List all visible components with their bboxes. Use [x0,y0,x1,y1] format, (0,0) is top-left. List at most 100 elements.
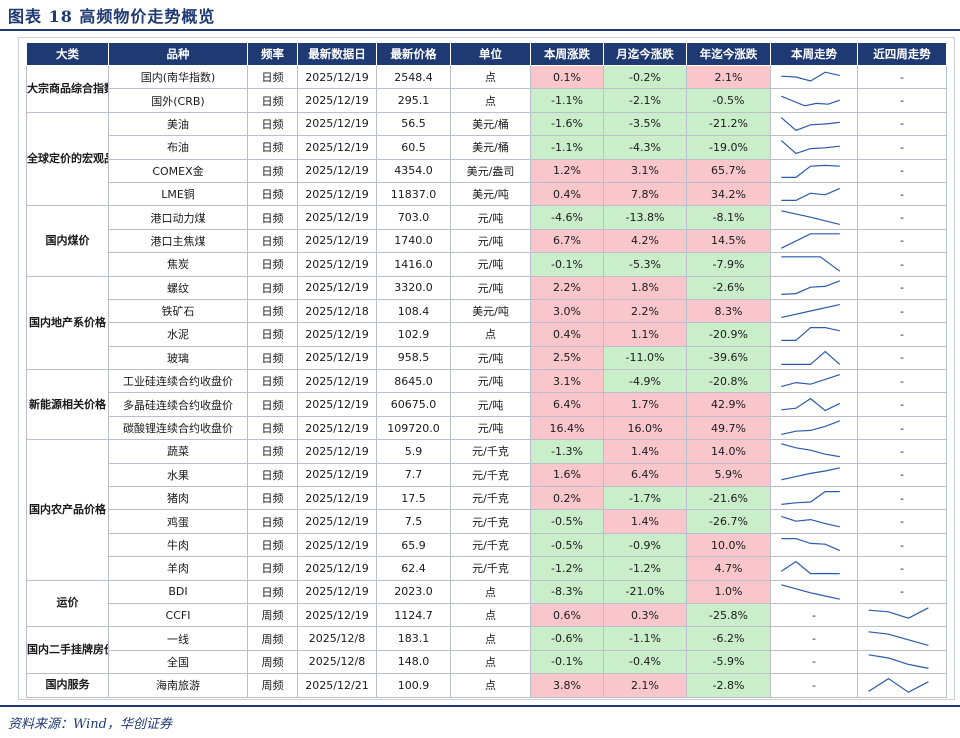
unit-cell: 元/千克 [450,439,531,464]
item-cell: 海南旅游 [108,673,248,698]
date-cell: 2025/12/19 [297,135,377,160]
table-row: 玻璃 日频 2025/12/19 958.5 元/吨 2.5% -11.0% -39.6% - [27,345,947,371]
header-cell: 本周涨跌 [530,42,604,66]
item-cell: 蔬菜 [108,439,248,464]
date-cell: 2025/12/8 [297,626,377,651]
item-cell: 国内(南华指数) [108,64,248,90]
source-note: 资料来源：Wind，华创证券 [8,717,172,732]
sparkline [771,230,857,252]
table-row: 港口主焦煤 日频 2025/12/19 1740.0 元/吨 6.7% 4.2% 14.5% - [27,228,947,254]
mtd-change-cell: 1.4% [603,439,687,464]
footer-rule [0,705,960,707]
weekly-change-cell: -0.1% [530,252,604,277]
four-week-trend-cell [857,602,947,628]
header-cell: 年迄今涨跌 [686,42,771,66]
weekly-change-cell: -1.1% [530,88,604,113]
sparkline-path [781,585,839,599]
ytd-change-cell: -20.9% [686,322,771,347]
sparkline-path [781,141,839,154]
four-week-trend-cell: - [857,556,947,581]
four-week-trend-cell: - [857,345,947,371]
mtd-change-cell: 1.1% [603,322,687,347]
sparkline [771,300,857,322]
ytd-change-cell: 14.0% [686,439,771,464]
mtd-change-cell: -2.1% [603,88,687,113]
frequency-cell: 日频 [247,415,298,441]
sparkline [771,464,857,486]
unit-cell: 元/吨 [450,205,531,230]
unit-cell: 元/吨 [450,415,531,441]
sparkline-path [781,118,839,131]
date-cell: 2025/12/19 [297,158,377,183]
weekly-change-cell: -0.5% [530,509,604,534]
four-week-trend-cell: - [857,532,947,558]
weekly-trend-cell [770,181,858,207]
ytd-change-cell: 65.7% [686,158,771,183]
table-row: 国内二手挂牌房价 一线 周频 2025/12/8 183.1 点 -0.6% -1.1% -6.… [26,626,947,675]
ytd-change-cell: 5.9% [686,462,771,488]
mtd-change-cell: -0.9% [603,532,687,558]
date-cell: 2025/12/19 [297,556,377,581]
mtd-change-cell: 6.4% [603,462,687,488]
ytd-change-cell: -39.6% [686,345,771,371]
frequency-cell: 日频 [247,181,298,207]
mtd-change-cell: 16.0% [603,415,687,441]
mtd-change-cell: 7.8% [603,181,687,207]
weekly-change-cell: -1.6% [530,111,604,137]
unit-cell: 点 [450,626,531,651]
ytd-change-cell: -25.8% [686,602,771,628]
item-cell: COMEX金 [108,158,248,183]
item-cell: 水果 [108,462,248,488]
price-cell: 7.7 [376,462,451,488]
frequency-cell: 日频 [247,509,298,534]
figure-title: 图表 18 高频物价走势概览 [8,7,216,26]
weekly-change-cell: 0.2% [530,486,604,511]
four-week-trend-cell: - [857,392,947,417]
item-cell: 工业硅连续合约收盘价 [108,369,248,394]
sparkline [771,417,857,439]
ytd-change-cell: 34.2% [686,181,771,207]
price-cell: 7.5 [376,509,451,534]
date-cell: 2025/12/19 [297,322,377,347]
category-cell: 大宗商品综合指数 [26,65,109,113]
four-week-trend-cell: - [857,181,947,207]
price-cell: 11837.0 [376,181,451,207]
weekly-trend-cell [770,439,858,464]
header-cell: 单位 [450,42,531,66]
item-cell: 猪肉 [108,486,248,511]
table-row: 新能源相关价格 工业硅连续合约收盘价 日频 2025/12/19 8645.0 元/吨 3.… [26,369,947,441]
sparkline-path [869,608,929,618]
price-cell: 108.4 [376,298,451,324]
table-row: 多晶硅连续合约收盘价 日频 2025/12/19 60675.0 元/吨 6.4% 1.7%… [27,392,947,417]
weekly-change-cell: 3.8% [530,673,604,698]
unit-cell: 点 [450,602,531,628]
weekly-trend-cell [770,579,858,604]
table-row: 国外(CRB) 日频 2025/12/19 295.1 点 -1.1% -2.1% -0.5%… [27,88,947,113]
mtd-change-cell: -0.2% [603,64,687,90]
item-cell: 美油 [108,111,248,137]
four-week-trend-cell: - [857,579,947,604]
header-cell: 月迄今涨跌 [603,42,687,66]
date-cell: 2025/12/19 [297,486,377,511]
weekly-trend-cell: - [770,673,858,698]
price-cell: 8645.0 [376,369,451,394]
title-rule [0,29,960,31]
sparkline-path [869,655,929,669]
weekly-trend-cell [770,298,858,324]
weekly-change-cell: -1.1% [530,135,604,160]
sparkline [771,90,857,112]
weekly-change-cell: 0.4% [530,322,604,347]
table-body: 大宗商品综合指数 国内(南华指数) 日频 2025/12/19 2548.4 点 0.1% -… [26,64,947,698]
sparkline [771,370,857,392]
sparkline [771,207,857,229]
price-cell: 17.5 [376,486,451,511]
sparkline-path [781,562,839,574]
four-week-trend-cell: - [857,486,947,511]
price-cell: 295.1 [376,88,451,113]
sparkline-path [781,421,839,435]
item-cell: 港口动力煤 [108,205,248,230]
category-cell: 国内煤价 [26,205,109,277]
sparkline [771,277,857,299]
date-cell: 2025/12/8 [297,649,377,675]
date-cell: 2025/12/19 [297,462,377,488]
